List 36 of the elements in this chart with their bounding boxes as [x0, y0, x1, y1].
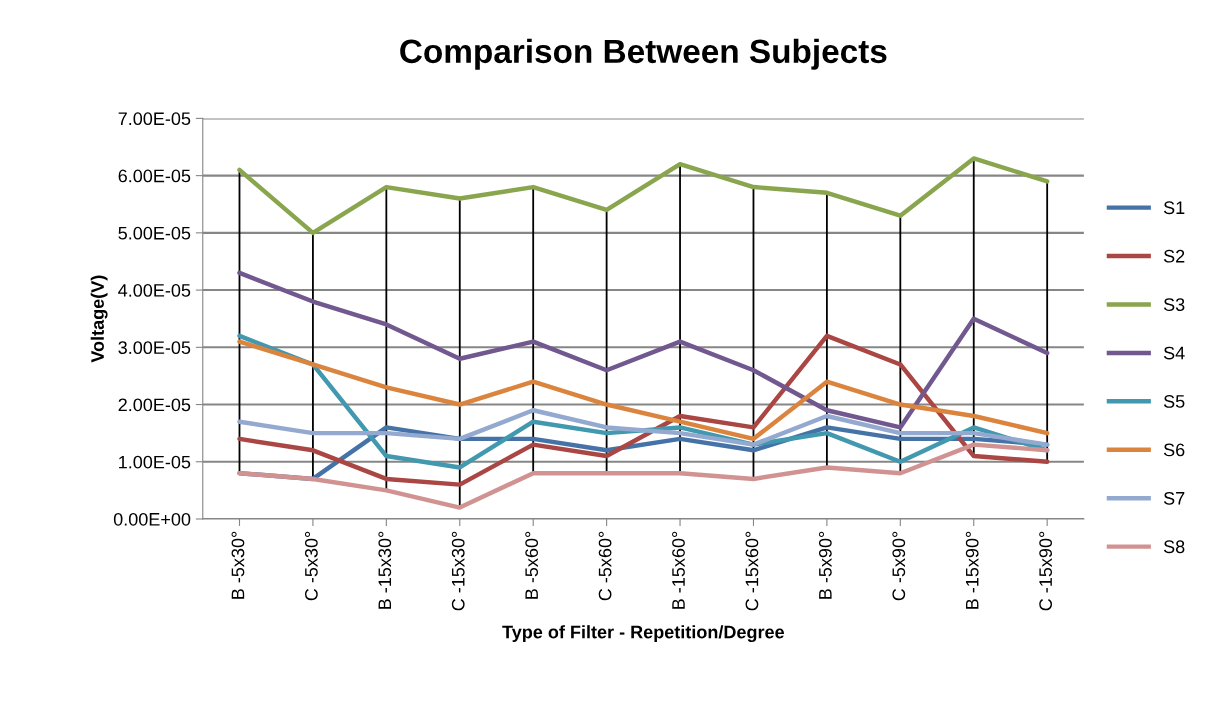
line-series: [237, 442, 1050, 510]
x-tick-label: B -15x30°: [378, 531, 392, 609]
chart-title: Comparison Between Subjects: [400, 38, 887, 70]
legend-label: S3: [1163, 298, 1185, 311]
legend-label: S7: [1163, 491, 1185, 505]
y-tick-label: 0.00E+00: [113, 512, 191, 526]
x-axis-title: Type of Filter - Repetition/Degree: [502, 625, 785, 643]
line-series: [237, 156, 1050, 236]
x-tick-label: B -5x30°: [231, 531, 245, 599]
legend-label: S8: [1163, 540, 1185, 554]
legend-label: S6: [1163, 443, 1185, 457]
x-tick-label: B -5x60°: [525, 531, 539, 599]
y-tick-label: 5.00E-05: [118, 226, 191, 240]
y-tick-label: 1.00E-05: [119, 455, 191, 469]
y-tick-label: 2.00E-05: [118, 398, 191, 412]
legend-label: S1: [1163, 201, 1185, 215]
legend-label: S4: [1163, 346, 1185, 360]
x-tick-label: C -15x60°: [745, 531, 759, 611]
y-tick-label: 4.00E-05: [118, 284, 191, 297]
legend-label: S2: [1163, 249, 1185, 263]
x-tick-label: C -15x90°: [1039, 531, 1053, 611]
x-tick-label: B -15x90°: [965, 531, 979, 609]
line-series: [237, 339, 1050, 442]
x-tick-label: B -15x60°: [672, 531, 685, 609]
y-axis-title: Voltage(V): [90, 275, 108, 363]
y-tick-label: 3.00E-05: [118, 341, 191, 355]
y-tick-label: 7.00E-05: [118, 112, 191, 126]
x-tick-label: C -5x90°: [892, 531, 906, 601]
line-series: [237, 408, 1050, 447]
x-tick-label: C -5x60°: [598, 531, 612, 601]
legend-label: S5: [1163, 395, 1185, 408]
x-tick-label: C -5x30°: [304, 531, 318, 601]
x-tick-label: C -15x30°: [451, 531, 465, 611]
x-tick-label: B -5x90°: [818, 531, 832, 599]
y-tick-label: 6.00E-05: [118, 169, 191, 183]
line-series: [237, 270, 1050, 430]
